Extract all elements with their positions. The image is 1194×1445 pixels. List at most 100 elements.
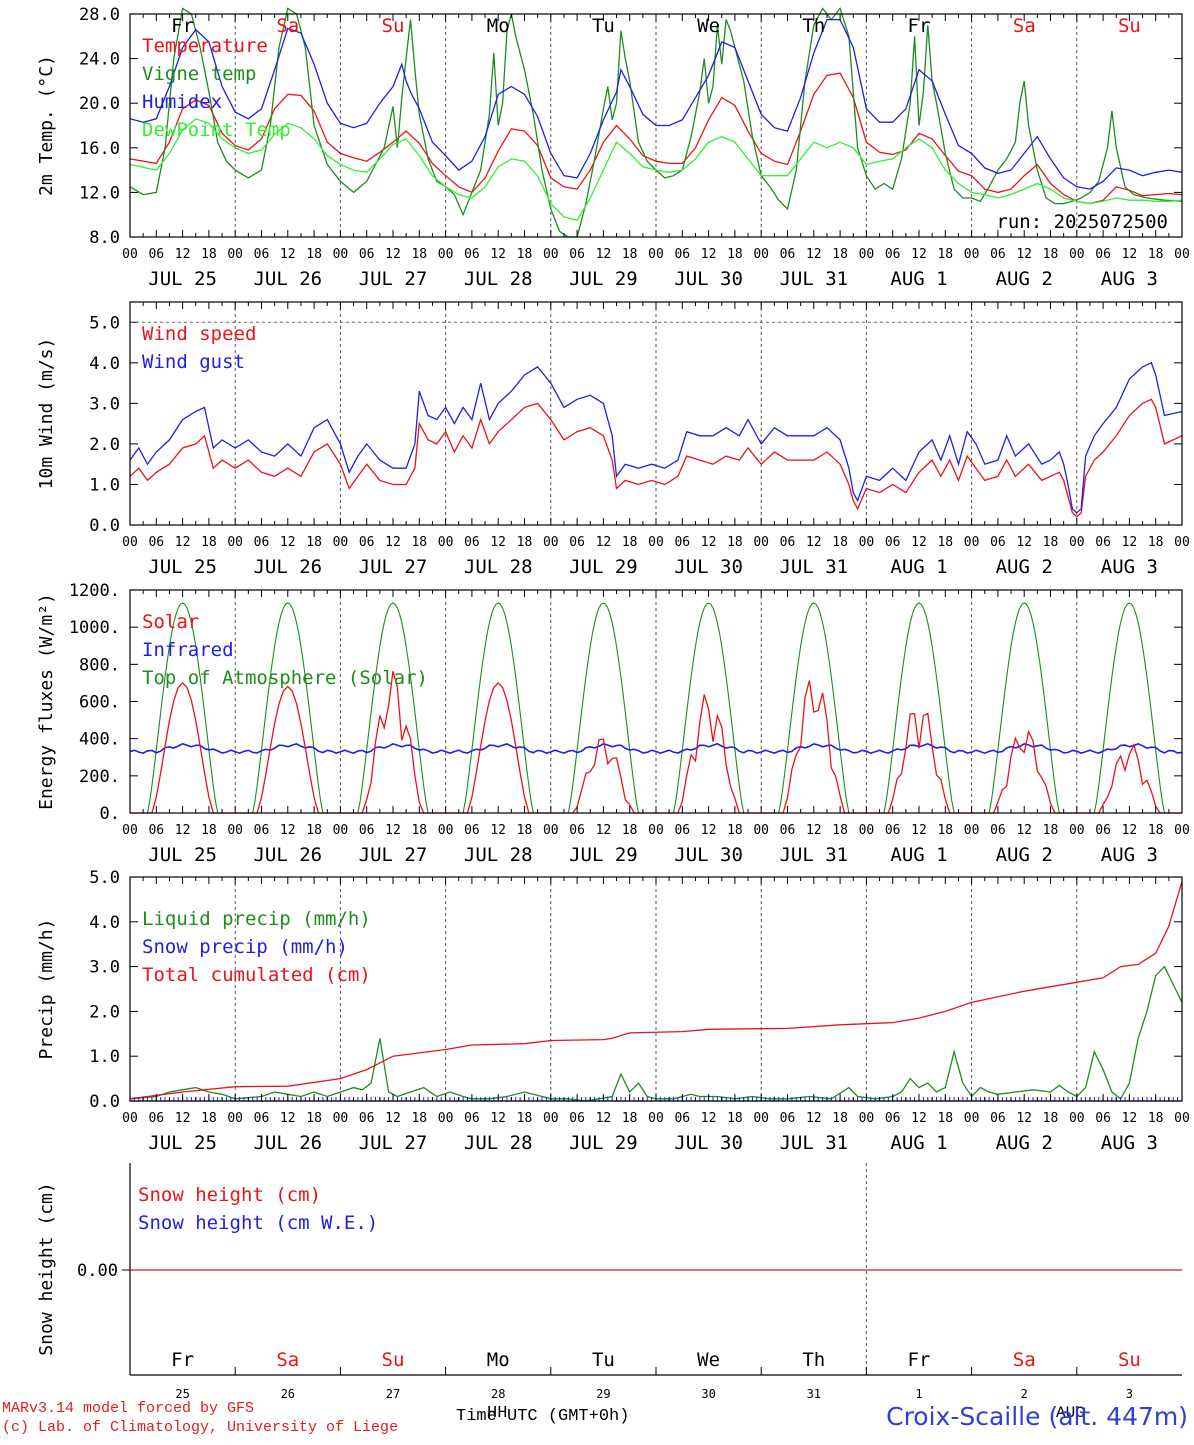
precip-hour-label: 12 <box>1122 1111 1138 1126</box>
wind-hour-label: 18 <box>517 535 533 550</box>
energy-hour-label: 18 <box>832 823 848 838</box>
temperature-day-label: JUL 31 <box>779 268 848 290</box>
energy-hour-label: 18 <box>622 823 638 838</box>
temperature-hour-label: 12 <box>490 247 506 262</box>
precip-hour-label: 00 <box>333 1111 349 1126</box>
snow-day-number: 2 <box>1021 1387 1028 1401</box>
energy-y-tick-label: 0. <box>100 804 120 824</box>
precip-y-axis-label: Precip (mm/h) <box>36 919 57 1060</box>
wind-hour-label: 12 <box>385 535 401 550</box>
precip-y-tick-label: 2.0 <box>89 1002 120 1022</box>
precip-hour-label: 12 <box>596 1111 612 1126</box>
energy-hour-label: 12 <box>280 823 296 838</box>
wind-hour-label: 00 <box>438 535 454 550</box>
snow-y-tick-label: 0.00 <box>77 1261 118 1281</box>
snow-day-number: 28 <box>491 1387 505 1401</box>
wind-hour-label: 00 <box>333 535 349 550</box>
snow-weekday-label: Su <box>1118 1349 1141 1371</box>
precip-legend-liquid-precip-mm-h-: Liquid precip (mm/h) <box>142 908 371 930</box>
snow-y-axis-label: Snow height (cm) <box>36 1182 57 1355</box>
precip-y-tick-label: 4.0 <box>89 913 120 933</box>
temperature-hour-label: 06 <box>464 247 480 262</box>
precip-hour-label: 12 <box>701 1111 717 1126</box>
snow-weekday-label: Fr <box>908 1349 931 1371</box>
wind-hour-label: 12 <box>1016 535 1032 550</box>
precip-hour-label: 18 <box>411 1111 427 1126</box>
wind-hour-label: 06 <box>780 535 796 550</box>
wind-legend-wind-gust: Wind gust <box>142 351 245 373</box>
energy-hour-label: 00 <box>438 823 454 838</box>
temperature-hour-label: 06 <box>885 247 901 262</box>
snow-weekday-label: Fr <box>171 1349 194 1371</box>
temperature-day-label: JUL 29 <box>569 268 638 290</box>
temperature-y-tick-label: 8.0 <box>89 228 120 248</box>
energy-hour-label: 12 <box>490 823 506 838</box>
energy-hour-label: 18 <box>306 823 322 838</box>
temperature-hour-label: 12 <box>1122 247 1138 262</box>
wind-hour-label: 12 <box>596 535 612 550</box>
energy-y-tick-label: 200. <box>79 767 120 787</box>
wind-hour-label: 00 <box>543 535 559 550</box>
temperature-legend-vigne-temp: Vigne temp <box>142 63 256 85</box>
energy-hour-label: 12 <box>806 823 822 838</box>
wind-day-label: JUL 29 <box>569 556 638 578</box>
precip-hour-label: 12 <box>490 1111 506 1126</box>
copyright-label: (c) Lab. of Climatology, University of L… <box>2 1419 399 1436</box>
temperature-hour-label: 18 <box>411 247 427 262</box>
temperature-day-label: JUL 26 <box>253 268 322 290</box>
temperature-hour-label: 18 <box>1043 247 1059 262</box>
temperature-y-axis-label: 2m Temp. (°C) <box>36 55 57 196</box>
energy-hour-label: 06 <box>464 823 480 838</box>
temperature-hour-label: 00 <box>1174 247 1190 262</box>
snow-day-number: 30 <box>701 1387 715 1401</box>
wind-hour-label: 18 <box>727 535 743 550</box>
wind-hour-label: 00 <box>859 535 875 550</box>
temperature-hour-label: 18 <box>517 247 533 262</box>
precip-y-tick-label: 0.0 <box>89 1092 120 1112</box>
temperature-weekday-label: We <box>697 15 720 37</box>
energy-hour-label: 18 <box>727 823 743 838</box>
temperature-hour-label: 12 <box>911 247 927 262</box>
temperature-hour-label: 00 <box>227 247 243 262</box>
wind-y-tick-label: 1.0 <box>89 475 120 495</box>
energy-hour-label: 18 <box>1043 823 1059 838</box>
precip-hour-label: 12 <box>175 1111 191 1126</box>
precip-y-tick-label: 1.0 <box>89 1047 120 1067</box>
wind-day-label: JUL 26 <box>253 556 322 578</box>
precip-hour-label: 18 <box>1043 1111 1059 1126</box>
wind-hour-label: 06 <box>359 535 375 550</box>
wind-hour-label: 06 <box>990 535 1006 550</box>
precip-day-label: JUL 28 <box>464 1132 533 1154</box>
wind-hour-label: 06 <box>1095 535 1111 550</box>
energy-hour-label: 12 <box>1122 823 1138 838</box>
precip-day-label: JUL 30 <box>674 1132 743 1154</box>
temperature-y-tick-label: 28.0 <box>79 5 120 25</box>
wind-day-label: JUL 27 <box>359 556 428 578</box>
temperature-hour-label: 12 <box>280 247 296 262</box>
energy-hour-label: 06 <box>990 823 1006 838</box>
temperature-y-tick-label: 16.0 <box>79 139 120 159</box>
precip-day-label: AUG 2 <box>996 1132 1053 1154</box>
temperature-hour-label: 12 <box>596 247 612 262</box>
temperature-hour-label: 18 <box>937 247 953 262</box>
energy-day-label: JUL 29 <box>569 844 638 866</box>
wind-hour-label: 18 <box>832 535 848 550</box>
temperature-hour-label: 00 <box>543 247 559 262</box>
precip-day-label: JUL 27 <box>359 1132 428 1154</box>
wind-hour-label: 18 <box>937 535 953 550</box>
precip-hour-label: 06 <box>254 1111 270 1126</box>
temperature-hour-label: 00 <box>964 247 980 262</box>
wind-hour-label: 06 <box>674 535 690 550</box>
energy-legend-top-of-atmosphere-solar-: Top of Atmosphere (Solar) <box>142 667 428 689</box>
snow-weekday-label: Sa <box>1013 1349 1036 1371</box>
temperature-hour-label: 06 <box>674 247 690 262</box>
temperature-hour-label: 00 <box>438 247 454 262</box>
wind-hour-label: 12 <box>490 535 506 550</box>
temperature-hour-label: 00 <box>1069 247 1085 262</box>
energy-y-tick-label: 1000. <box>69 618 120 638</box>
wind-hour-label: 06 <box>885 535 901 550</box>
wind-hour-label: 12 <box>806 535 822 550</box>
temperature-legend-temperature: Temperature <box>142 35 268 57</box>
temperature-series-temperature <box>129 72 1183 205</box>
precip-hour-label: 18 <box>201 1111 217 1126</box>
